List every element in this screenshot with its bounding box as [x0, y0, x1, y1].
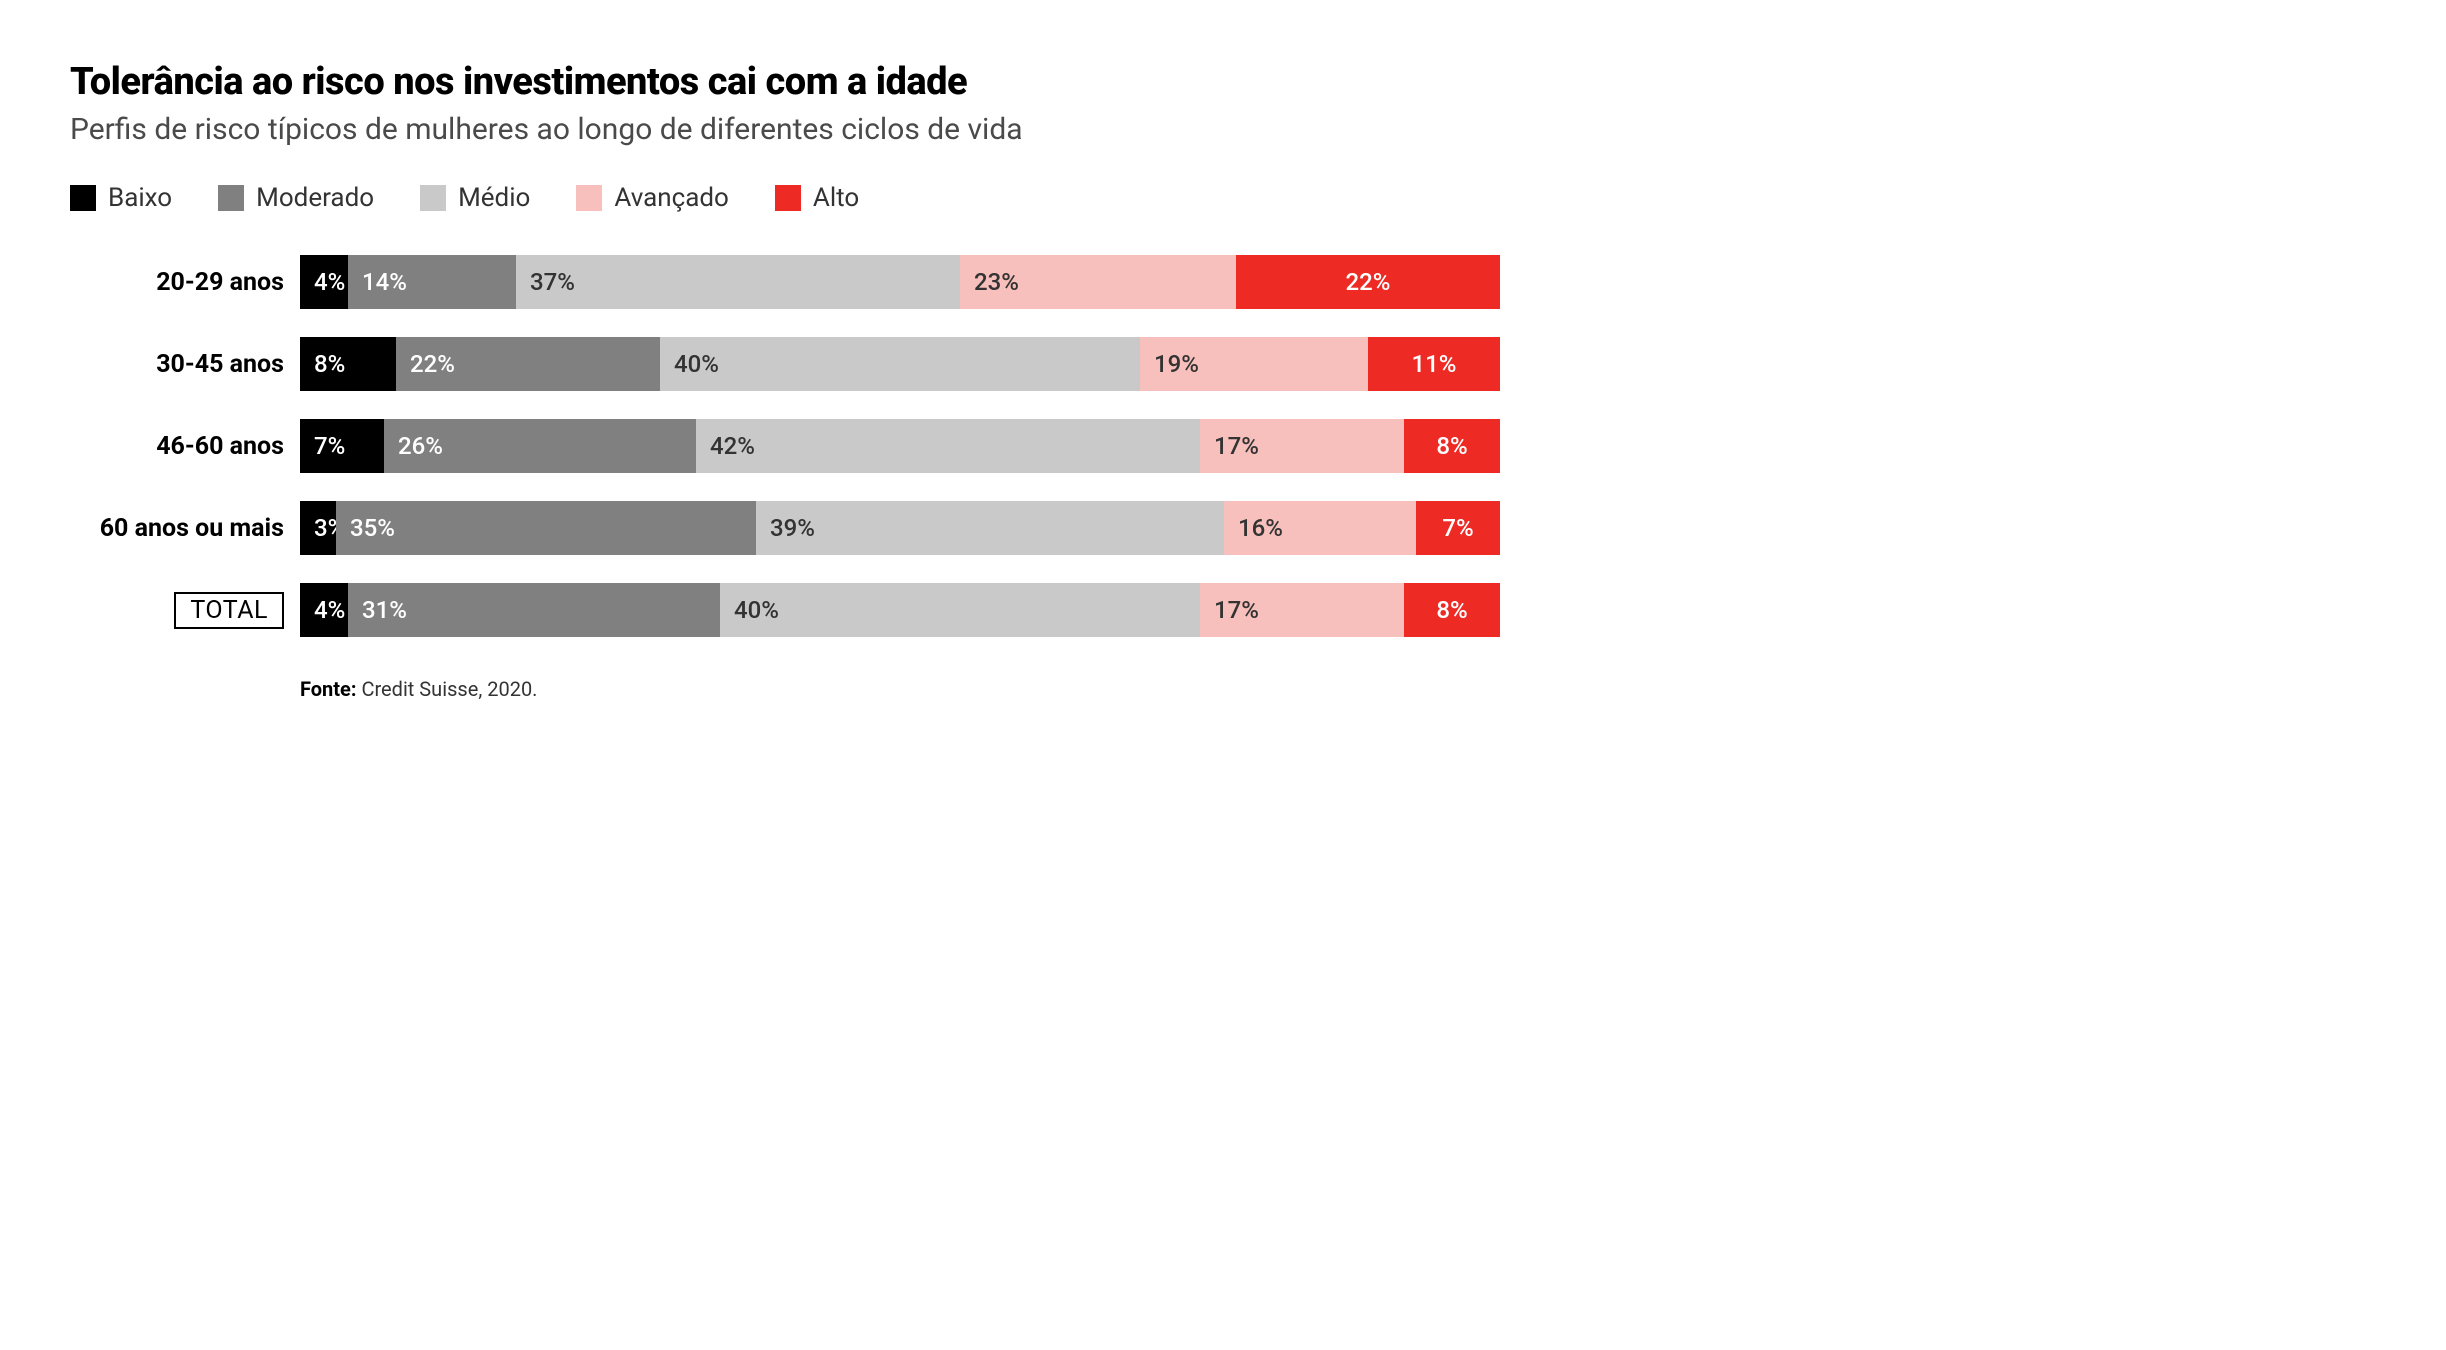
row-label: 30-45 anos: [156, 350, 284, 379]
legend-item: Baixo: [70, 183, 172, 213]
bar-segment-avancado: 16%: [1224, 501, 1416, 555]
source-footer: Fonte: Credit Suisse, 2020.: [300, 677, 1500, 701]
bar-segment-medio: 39%: [756, 501, 1224, 555]
bar-segment-medio: 42%: [696, 419, 1200, 473]
row-label-wrap: 30-45 anos: [70, 350, 300, 379]
source-text: Credit Suisse, 2020.: [356, 677, 537, 701]
row-label-wrap: 60 anos ou mais: [70, 514, 300, 543]
legend-swatch: [70, 185, 96, 211]
bar-segment-moderado: 31%: [348, 583, 720, 637]
legend-label: Avançado: [614, 183, 728, 213]
bar-segment-avancado: 23%: [960, 255, 1236, 309]
row-label-wrap: 46-60 anos: [70, 432, 300, 461]
legend-label: Baixo: [108, 183, 172, 213]
legend: Baixo Moderado Médio Avançado Alto: [70, 183, 1500, 213]
bar-segment-alto: 8%: [1404, 583, 1500, 637]
bar-segment-baixo: 3%: [300, 501, 336, 555]
stacked-bar: 8%22%40%19%11%: [300, 337, 1500, 391]
bar-segment-medio: 37%: [516, 255, 960, 309]
stacked-bar: 4%14%37%23%22%: [300, 255, 1500, 309]
bar-segment-avancado: 19%: [1140, 337, 1368, 391]
bar-segment-medio: 40%: [720, 583, 1200, 637]
legend-item: Moderado: [218, 183, 374, 213]
chart-row: TOTAL 4%31%40%17%8%: [70, 583, 1500, 637]
row-label: TOTAL: [174, 592, 284, 629]
bar-segment-moderado: 35%: [336, 501, 756, 555]
stacked-bar: 7%26%42%17%8%: [300, 419, 1500, 473]
stacked-bar: 3%35%39%16%7%: [300, 501, 1500, 555]
chart-row: 20-29 anos 4%14%37%23%22%: [70, 255, 1500, 309]
legend-item: Médio: [420, 183, 530, 213]
bar-segment-alto: 7%: [1416, 501, 1500, 555]
legend-swatch: [218, 185, 244, 211]
legend-swatch: [576, 185, 602, 211]
legend-swatch: [775, 185, 801, 211]
bar-segment-avancado: 17%: [1200, 419, 1404, 473]
bar-segment-alto: 11%: [1368, 337, 1500, 391]
chart-subtitle: Perfis de risco típicos de mulheres ao l…: [70, 112, 1500, 147]
bar-segment-baixo: 8%: [300, 337, 396, 391]
legend-label: Alto: [813, 183, 859, 213]
stacked-bar-chart: 20-29 anos4%14%37%23%22%30-45 anos8%22%4…: [70, 255, 1500, 637]
bar-segment-medio: 40%: [660, 337, 1140, 391]
legend-item: Avançado: [576, 183, 728, 213]
stacked-bar: 4%31%40%17%8%: [300, 583, 1500, 637]
row-label: 46-60 anos: [156, 432, 284, 461]
row-label: 60 anos ou mais: [100, 514, 284, 543]
bar-segment-alto: 8%: [1404, 419, 1500, 473]
bar-segment-baixo: 4%: [300, 583, 348, 637]
bar-segment-avancado: 17%: [1200, 583, 1404, 637]
chart-title: Tolerância ao risco nos investimentos ca…: [70, 60, 1500, 104]
source-label: Fonte:: [300, 677, 356, 701]
row-label-wrap: 20-29 anos: [70, 268, 300, 297]
bar-segment-moderado: 22%: [396, 337, 660, 391]
chart-row: 30-45 anos 8%22%40%19%11%: [70, 337, 1500, 391]
row-label-wrap: TOTAL: [70, 592, 300, 629]
bar-segment-moderado: 26%: [384, 419, 696, 473]
bar-segment-baixo: 4%: [300, 255, 348, 309]
chart-row: 60 anos ou mais 3%35%39%16%7%: [70, 501, 1500, 555]
row-label: 20-29 anos: [156, 268, 284, 297]
chart-row: 46-60 anos 7%26%42%17%8%: [70, 419, 1500, 473]
bar-segment-baixo: 7%: [300, 419, 384, 473]
legend-label: Médio: [458, 183, 530, 213]
bar-segment-alto: 22%: [1236, 255, 1500, 309]
legend-swatch: [420, 185, 446, 211]
legend-label: Moderado: [256, 183, 374, 213]
legend-item: Alto: [775, 183, 859, 213]
bar-segment-moderado: 14%: [348, 255, 516, 309]
